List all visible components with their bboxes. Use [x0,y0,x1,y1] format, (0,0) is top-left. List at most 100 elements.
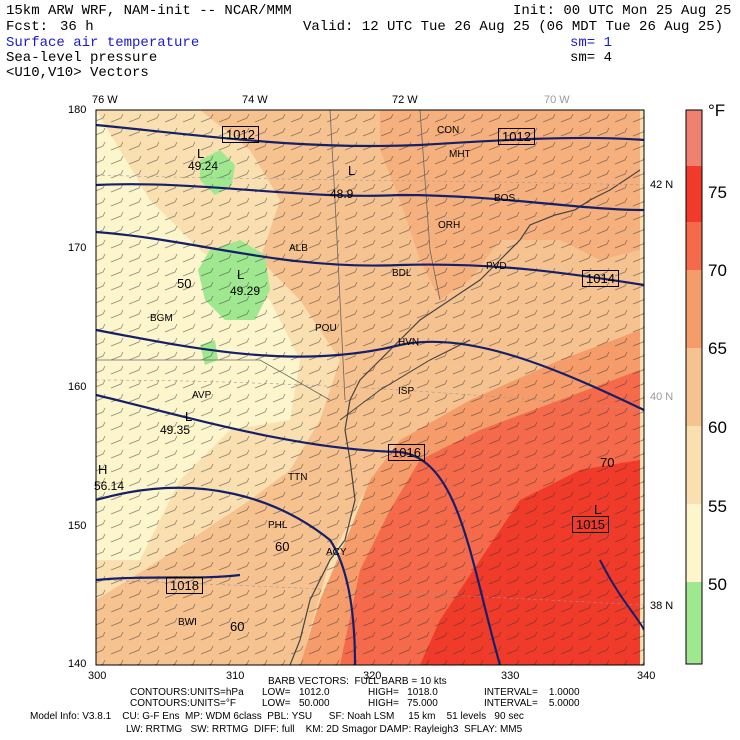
field-vectors-smooth: sm= 4 [570,50,613,66]
low-value-4: 49.35 [160,423,191,437]
temp-contour-label-70: 70 [600,455,615,470]
low-marker-3: L [237,267,245,282]
contours2-high: HIGH= 75.000 [368,698,438,709]
forecast-hours: 36 h [60,19,94,35]
contours2-low: LOW= 50.000 [262,698,330,709]
barb-vectors-legend: BARB VECTORS: FULL BARB = 10 kts [268,676,447,687]
y-tick-150: 150 [68,520,87,532]
colorbar-bin-57 [686,348,702,426]
x-tick-320: 320 [363,670,382,682]
city-acy: ACY [326,547,347,558]
lon-label-76w: 76 W [92,94,118,106]
city-avp: AVP [192,390,212,401]
city-bdl: BDL [392,268,412,279]
field-pressure: Sea-level pressure [6,50,158,66]
y-tick-170: 170 [68,242,87,254]
pressure-label-1015: 1015 [572,516,609,533]
map-frame [95,109,645,666]
city-bos: BOS [494,193,516,204]
city-pvd: PVD [486,261,507,272]
state-border [419,110,441,301]
low-value-3: 49.29 [230,284,261,298]
low-value-2: 48.9 [330,187,354,201]
model-info-line2: LW: RRTMG SW: RRTMG DIFF: full KM: 2D Sm… [126,724,523,735]
isobar [96,230,644,287]
x-tick-340: 340 [637,670,656,682]
field-vectors: <U10,V10> Vectors [6,65,149,81]
colorbar-unit: °F [708,101,726,120]
city-ttn: TTN [288,472,308,483]
contours1-low: LOW= 1012.0 [262,687,330,698]
lat-label-40n: 40 N [650,391,674,403]
field-temperature: Surface air temperature [6,35,200,51]
pressure-label-1012b: 1012 [498,128,535,145]
city-mht: MHT [449,149,471,160]
isobar [96,486,357,665]
colorbar-label-70: 70 [708,261,727,280]
state-border [96,359,331,401]
x-tick-330: 330 [501,670,520,682]
city-hvn: HVN [398,337,420,348]
init-time: Init: 00 UTC Mon 25 Aug 25 [513,3,732,19]
field-pressure-smooth: sm= 1 [570,35,613,51]
temp-contour-label-60a: 60 [275,539,290,554]
city-bwi: BWI [178,617,197,628]
x-tick-300: 300 [88,670,107,682]
pressure-label-1012a: 1012 [222,126,259,143]
pressure-label-1016: 1016 [388,444,425,461]
x-tick-310: 310 [226,670,245,682]
y-tick-140: 140 [68,658,87,670]
low-marker-1: L [197,146,205,161]
state-border [329,110,346,401]
lat-line-42 [96,174,644,186]
coastline [289,169,641,665]
y-tick-180: 180 [68,104,87,116]
contours2-label: CONTOURS: [130,698,190,709]
colorbar-bin-75plus [686,110,702,166]
city-pou: POU [315,323,337,334]
colorbar-bin-70 [686,166,702,222]
colorbar-label-75: 75 [708,183,727,202]
low-value-1: 49.24 [188,159,219,173]
temp-contour-label-60b: 60 [230,619,245,634]
pressure-label-1014: 1014 [582,270,619,287]
lat-label-42n: 42 N [650,179,674,191]
city-con: CON [437,125,460,136]
city-isp: ISP [398,386,415,397]
contours1-label: CONTOURS: [130,687,190,698]
colorbar-label-55: 55 [708,497,727,516]
colorbar-bin-50 [686,504,702,582]
isobar [96,328,644,411]
colorbar-bin-60 [686,270,702,348]
contours1-interval: INTERVAL= 1.0000 [484,687,580,698]
model-info-line1: Model Info: V3.8.1 CU: G-F Ens MP: WDM 6… [30,711,524,722]
isobar [599,559,644,631]
lat-line-40 [96,379,644,411]
isobar [96,183,644,212]
lat-label-38n: 38 N [650,600,674,612]
colorbar [685,109,703,665]
lon-label-72w: 72 W [392,94,418,106]
valid-time: Valid: 12 UTC Tue 26 Aug 25 (06 MDT Tue … [303,19,724,35]
city-alb: ALB [289,243,308,254]
colorbar-bin-55 [686,426,702,504]
colorbar-label-50: 50 [708,575,727,594]
city-bgm: BGM [150,313,173,324]
forecast-label: Fcst: [6,19,49,35]
y-tick-160: 160 [68,381,87,393]
wind-barbs [96,110,644,665]
low-marker-4: L [185,409,193,424]
contours1-high: HIGH= 1018.0 [368,687,438,698]
city-phl: PHL [268,520,288,531]
isobar [96,123,644,148]
map-field [96,110,644,665]
contours2-interval: INTERVAL= 5.0000 [484,698,580,709]
lon-label-70w: 70 W [544,94,570,106]
long-island [339,339,471,421]
isobar [96,393,502,665]
colorbar-label-60: 60 [708,418,727,437]
low-marker-5: L [594,502,602,517]
high-value: 56.14 [94,479,125,493]
colorbar-label-65: 65 [708,339,727,358]
lon-label-74w: 74 W [242,94,268,106]
